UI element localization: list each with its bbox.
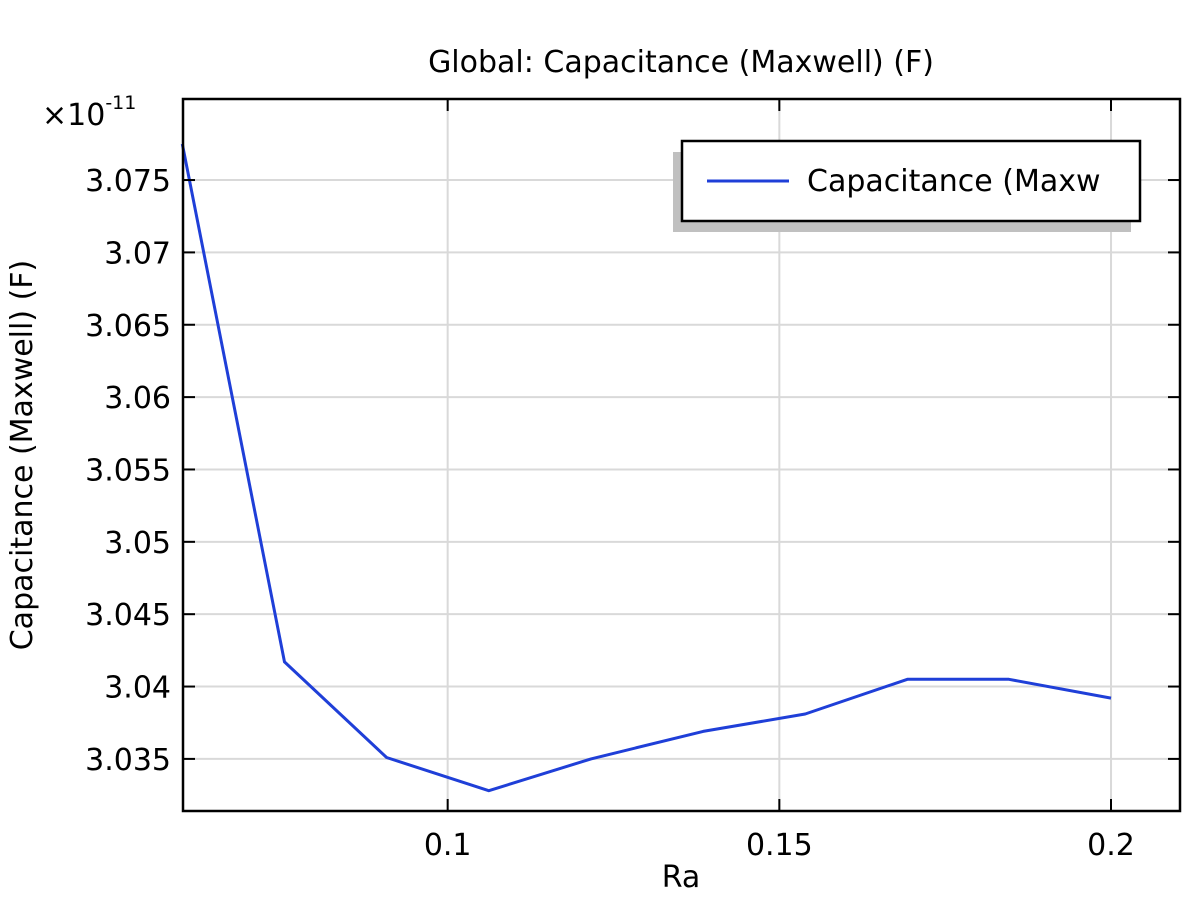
y-tick-label: 3.05 [104,526,171,561]
x-tick-label: 0.1 [424,828,472,863]
x-axis-label: Ra [662,860,701,895]
grid [183,99,1180,811]
y-tick-label: 3.055 [85,453,171,488]
y-multiplier-prefix: ×10 [42,98,105,133]
legend: Capacitance (Maxw [673,139,1142,232]
y-axis-label: Capacitance (Maxwell) (F) [5,260,40,651]
y-tick-label: 3.06 [104,381,171,416]
legend-label: Capacitance (Maxw [807,164,1101,199]
y-tick-label: 3.04 [104,671,171,706]
series-line [180,143,1112,793]
x-tick-label: 0.15 [746,828,813,863]
plot-frame [181,97,1182,813]
chart-title: Global: Capacitance (Maxwell) (F) [428,45,934,80]
y-tick-label: 3.07 [104,236,171,271]
y-tick-label: 3.045 [85,598,171,633]
y-tick-label: 3.065 [85,309,171,344]
ticks [183,99,1180,811]
y-tick-label: 3.075 [85,164,171,199]
tick-labels: 3.035 3.04 3.045 3.05 3.055 3.06 3.065 3.07 3.07… [85,164,1135,863]
x-tick-label: 0.2 [1087,828,1135,863]
y-multiplier: ×10-11 [42,92,136,133]
y-multiplier-exponent: -11 [105,92,136,114]
y-tick-label: 3.035 [85,743,171,778]
